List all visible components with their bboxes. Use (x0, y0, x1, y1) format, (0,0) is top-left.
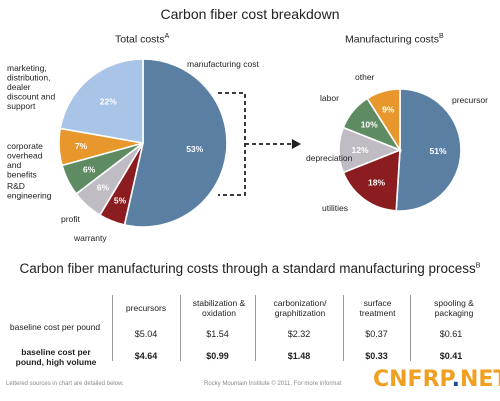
table-cell: $0.37 (365, 329, 388, 339)
category-label: labor (320, 93, 339, 103)
category-label: other (355, 72, 375, 82)
column-divider (410, 295, 411, 361)
table-cell: $2.32 (287, 329, 311, 339)
manufacturing-costs-pie: 51% 18% 12% 10% 9% (338, 88, 462, 212)
pie-slice-precursor (395, 88, 462, 212)
table-cell: $5.04 (134, 329, 158, 339)
table-cell: $1.54 (206, 329, 229, 339)
watermark-logo: CNFRP.NET (373, 367, 500, 392)
category-label: profit (61, 214, 81, 224)
table-cell: $1.48 (287, 351, 311, 361)
table-cell: $0.41 (439, 351, 463, 361)
column-divider (343, 295, 344, 361)
table-cell: $0.33 (365, 351, 388, 361)
pie-labels: manufacturing cost marketing, distribution… (7, 59, 488, 243)
slice-value-label: 9% (382, 105, 395, 115)
connector-bracket (218, 92, 301, 196)
column-header: precursors (125, 303, 167, 313)
category-label: manufacturing cost (187, 59, 259, 69)
column-divider (112, 295, 113, 361)
slice-value-label: 5% (114, 196, 127, 206)
category-label: R&D engineering (7, 181, 52, 201)
category-label: utilities (322, 203, 348, 213)
row-label: baseline cost per pound, high volume (15, 347, 97, 367)
column-header: spooling & packaging (434, 298, 474, 318)
category-label: corporate overhead and benefits (7, 141, 43, 180)
slice-value-label: 10% (361, 120, 378, 130)
pie-slice-manufacturing-cost (123, 58, 228, 228)
slice-value-label: 53% (186, 144, 203, 154)
footer-credit: Rocky Mountain Institute © 2011. For mor… (204, 381, 342, 387)
category-label: depreciation (306, 153, 353, 163)
table-cell: $0.99 (206, 351, 229, 361)
pie-slice-utilities (342, 148, 401, 212)
total-costs-title: Total costsA (115, 33, 170, 46)
slice-value-label: 6% (83, 165, 96, 175)
table-cell: $4.64 (134, 351, 158, 361)
column-header: surface treatment (359, 298, 396, 318)
slice-value-label: 7% (75, 141, 88, 151)
row-label: baseline cost per pound (9, 322, 101, 332)
table-title: Carbon fiber manufacturing costs through… (19, 261, 481, 276)
column-divider (255, 295, 256, 361)
chart-title: Carbon fiber cost breakdown (160, 6, 340, 22)
slice-value-label: 12% (351, 145, 368, 155)
manufacturing-costs-title: Manufacturing costsB (345, 33, 444, 46)
slice-value-label: 18% (368, 177, 385, 187)
column-header: stabilization & oxidation (192, 298, 246, 318)
pie-slice-marketing-distribution-dealer-discount-and-support (59, 58, 144, 144)
pie-charts: 53% 5% 6%6% 7% 22% 51% 18% 12% 10% 9% manufactur… (7, 58, 488, 243)
table-cell: $0.61 (439, 329, 463, 339)
pie-slice-other (366, 88, 401, 153)
slice-value-label: 51% (429, 146, 446, 156)
slice-value-label: 22% (100, 97, 117, 107)
category-label: marketing, distribution, dealer discount an… (7, 63, 55, 111)
column-header: carbonization/ graphitization (273, 298, 327, 318)
column-divider (180, 295, 181, 361)
total-costs-pie: 53% 5% 6%6% 7% 22% (58, 58, 228, 228)
category-label: warranty (73, 233, 107, 243)
category-label: precursor (452, 95, 488, 105)
footer-note: Lettered sources in chart are detailed b… (6, 381, 124, 387)
slice-value-label: 6% (97, 183, 110, 193)
